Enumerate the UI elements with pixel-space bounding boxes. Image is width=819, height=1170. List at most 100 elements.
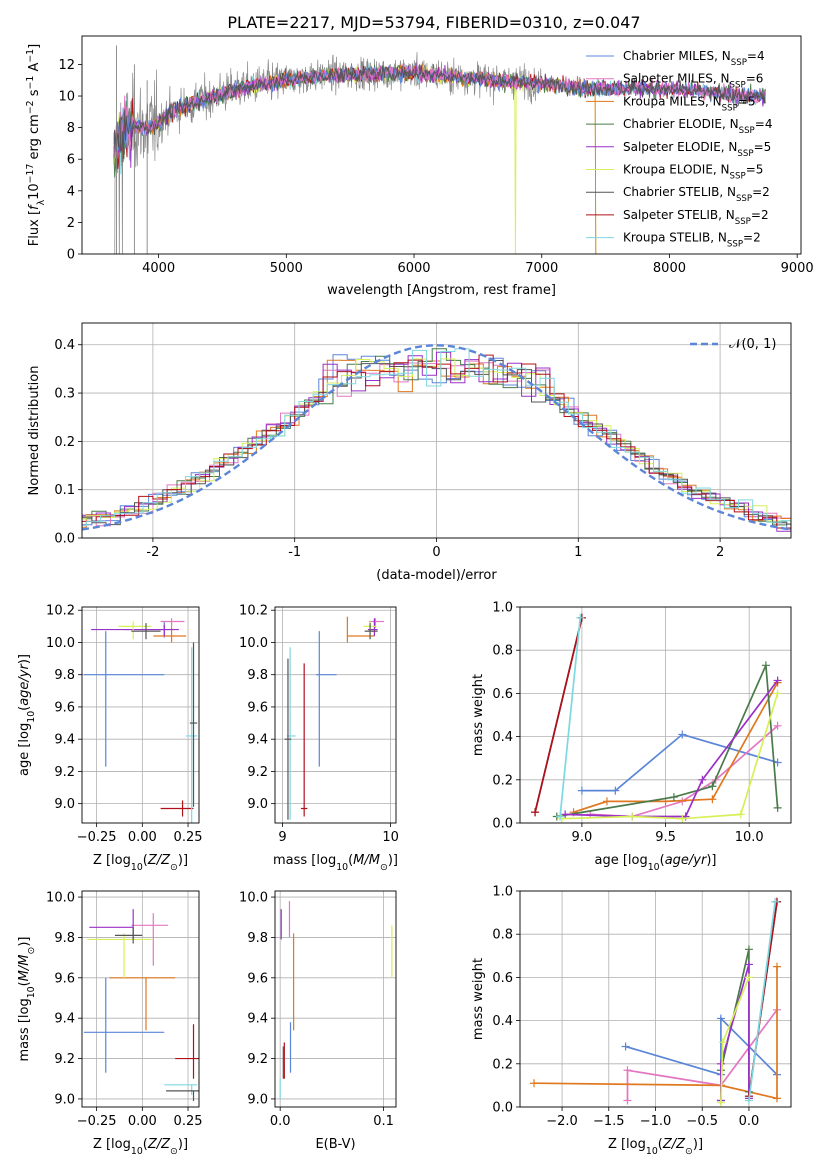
label-part: 10 [26, 711, 37, 723]
label-part: 10 [648, 862, 660, 873]
errorbar-plot [83, 909, 199, 1101]
weight-marker [744, 1096, 753, 1105]
weight-marker [530, 1079, 539, 1088]
x-tick-label: 6000 [397, 261, 430, 276]
y-tick-label: 10.2 [46, 604, 75, 619]
label-part: Salpeter ELODIE, N [623, 140, 737, 154]
weight-marker [678, 730, 687, 739]
y-tick-label: 0.4 [54, 338, 75, 353]
age_Z-panel: −0.25 0.00 0.25 9.0 9.2 9.4 9.6 9.8 10.0 10.2 Z [l… [17, 604, 203, 873]
y-tick-label: 0.4 [492, 730, 513, 745]
x-tick-label: 0.0 [739, 1114, 760, 1129]
weight-marker [669, 793, 678, 802]
y-tick-label: 0.0 [492, 817, 513, 832]
y-tick-label: 9.6 [247, 971, 268, 986]
errorbar-plot [83, 618, 198, 823]
y-tick-label: 9.8 [54, 931, 75, 946]
y-tick-label: 10.0 [46, 636, 75, 651]
label-part: mass [log [17, 998, 32, 1061]
y-tick-label: 10.2 [239, 604, 268, 619]
normal-curve [82, 344, 791, 531]
weight-marker [773, 689, 782, 698]
x-tick-label: −0.25 [77, 1114, 117, 1129]
label-part: ⊙ [685, 1146, 693, 1157]
x-tick-label: −1.5 [593, 1114, 625, 1129]
residuals-panel: -2 -1 0 1 2 0.0 0.1 0.2 0.3 0.4 𝒩(0, 1) (data-model… [27, 322, 792, 583]
label-part: Kroupa STELIB, N [623, 231, 727, 245]
weight-marker [773, 721, 782, 730]
x-axis-label: mass [log10(M/M⊙)] [273, 853, 398, 873]
y-tick-label: 9.2 [54, 765, 75, 780]
x-axis-label: E(B-V) [315, 1137, 355, 1152]
y-tick-label: 1.0 [492, 601, 513, 616]
label-part: SSP [736, 194, 752, 204]
weight_age-panel: 9.0 9.5 10.0 0.0 0.2 0.4 0.6 0.8 1.0 age [log10(a… [471, 601, 792, 873]
weight-marker [716, 1098, 725, 1107]
weight-marker [736, 810, 745, 819]
label-part: 10 [131, 1146, 143, 1157]
label-part: −1 [25, 49, 36, 63]
label-part: =4 [755, 117, 773, 131]
figure-title: PLATE=2217, MJD=53794, FIBERID=0310, z=0… [227, 13, 640, 32]
x-axis-label: Z [log10(Z/Z⊙)] [93, 853, 188, 873]
y-tick-label: 0.2 [492, 773, 513, 788]
y-tick-label: 9.2 [54, 1052, 75, 1067]
x-tick-label: 0.1 [373, 1114, 394, 1129]
label-part: SSP [730, 172, 746, 182]
weight-marker [708, 782, 717, 791]
y-tick-label: 9.2 [247, 765, 268, 780]
y-tick-label: 9.6 [54, 971, 75, 986]
label-part: −17 [25, 164, 36, 184]
x-axis-label: wavelength [Angstrom, rest frame] [327, 283, 556, 298]
y-tick-label: 4 [67, 184, 75, 199]
y-tick-label: 0.3 [54, 387, 75, 402]
weight-marker [744, 973, 753, 982]
x-tick-label: 4000 [142, 261, 175, 276]
y-tick-label: 9.0 [54, 797, 75, 812]
legend-label: Chabrier ELODIE, NSSP=4 [623, 117, 772, 136]
weight-marker [771, 897, 780, 906]
x-tick-label: 0.00 [128, 1114, 157, 1129]
x-tick-label: -1 [288, 545, 301, 560]
label-part: ( [658, 1137, 663, 1152]
weight-marker [708, 795, 717, 804]
label-part: Z/Z [147, 853, 171, 868]
label-part: f [27, 203, 42, 210]
weight-marker [773, 803, 782, 812]
x-axis-label: Z [log10(Z/Z⊙)] [608, 1137, 703, 1157]
x-tick-label: −2.0 [546, 1114, 578, 1129]
label-part: M/M [17, 955, 32, 982]
weight-marker [602, 797, 611, 806]
histogram-step [82, 348, 791, 526]
x-tick-label: 9 [278, 830, 286, 845]
x-tick-label: 5000 [270, 261, 303, 276]
model-line [113, 65, 766, 163]
y-tick-label: 10.0 [46, 891, 75, 906]
label-part: )] [388, 853, 398, 868]
y-tick-label: 9.0 [247, 1092, 268, 1107]
weight-marker [678, 814, 687, 823]
x-tick-label: 9000 [781, 261, 814, 276]
label-part: age/yr [17, 662, 32, 705]
weight-marker [531, 808, 540, 817]
x-tick-label: 9.0 [572, 830, 593, 845]
label-part: =2 [751, 208, 769, 222]
weight-marker [773, 676, 782, 685]
x-tick-label: 2 [716, 545, 724, 560]
weight-line [720, 949, 750, 1101]
label-part: E(B-V) [315, 1137, 355, 1152]
legend-label: Salpeter STELIB, NSSP=2 [623, 208, 769, 227]
label-part: SSP [739, 126, 755, 136]
x-tick-label: 7000 [525, 261, 558, 276]
label-part: )] [706, 853, 716, 868]
y-tick-label: 0 [67, 248, 75, 263]
histogram-step [82, 354, 791, 530]
y-tick-label: 0.1 [54, 483, 75, 498]
axes-frame [81, 606, 200, 824]
label-part: SSP [735, 217, 751, 227]
weight-marker [621, 1042, 630, 1051]
weight-line [534, 617, 583, 813]
y-tick-label: 10.0 [239, 636, 268, 651]
y-tick-label: 9.4 [247, 1012, 268, 1027]
